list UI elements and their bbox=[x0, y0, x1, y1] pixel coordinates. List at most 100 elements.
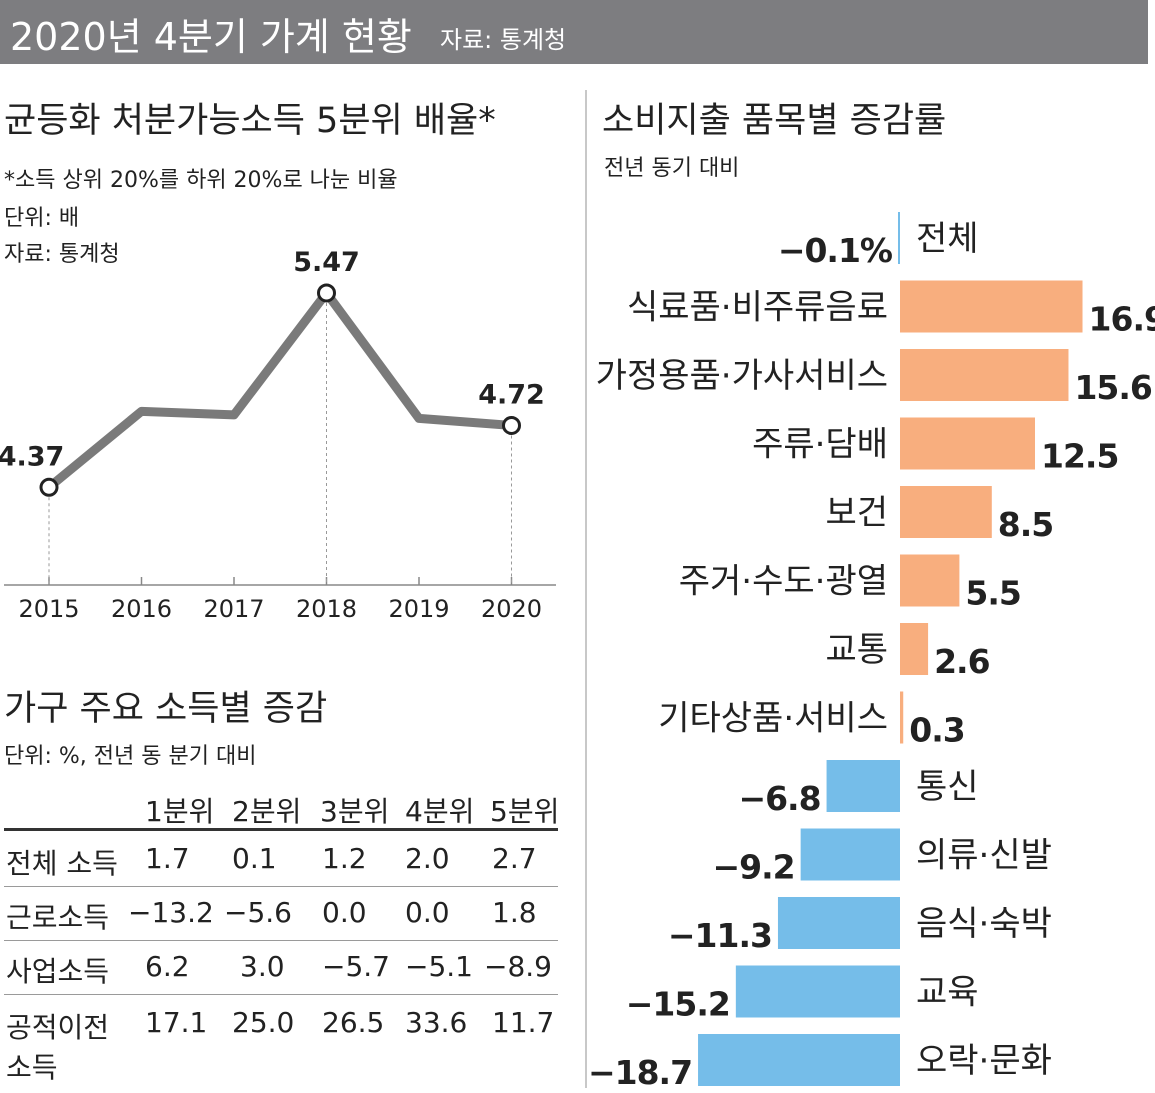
x-tick-label: 2020 bbox=[481, 595, 542, 623]
bar-chart: 전체 −0.1% 식료품·비주류음료 16.9 가정용품·가사서비스 15.6 주류·담배 1… bbox=[590, 212, 1155, 1090]
category-label: 의류·신발 bbox=[916, 836, 1052, 876]
line-chart-title: 균등화 처분가능소득 5분위 배율* bbox=[4, 101, 496, 141]
bar bbox=[900, 349, 1069, 401]
table-cell: 1.8 bbox=[492, 896, 537, 929]
line-chart-note: *소득 상위 20%를 하위 20%로 나눈 비율 bbox=[4, 168, 398, 193]
table-row-rule bbox=[4, 940, 558, 941]
category-label: 음식·숙박 bbox=[916, 904, 1052, 944]
table-row-label: 전체 소득 bbox=[6, 847, 118, 880]
x-tick-label: 2019 bbox=[388, 595, 449, 623]
table-row-label: 소득 bbox=[6, 1051, 58, 1084]
category-label: 교육 bbox=[916, 973, 979, 1013]
table-cell: −8.9 bbox=[484, 950, 552, 983]
value-label: −0.1% bbox=[778, 231, 893, 270]
category-label: 교통 bbox=[825, 630, 888, 670]
bar bbox=[826, 760, 900, 812]
category-label: 주거·수도·광열 bbox=[679, 562, 888, 602]
bar bbox=[735, 965, 900, 1018]
category-label: 기타상품·서비스 bbox=[658, 699, 888, 739]
value-label: 5.5 bbox=[965, 574, 1020, 613]
category-label: 통신 bbox=[916, 767, 979, 807]
category-label: 오락·문화 bbox=[916, 1041, 1052, 1081]
table-row-rule bbox=[4, 994, 558, 995]
bar bbox=[800, 828, 900, 881]
category-label: 주류·담배 bbox=[752, 425, 888, 465]
header-title: 2020년 4분기 가계 현황 bbox=[10, 15, 412, 59]
header-source: 자료: 통계청 bbox=[440, 26, 567, 54]
table-col-header: 1분위 bbox=[145, 795, 215, 828]
value-label: −15.2 bbox=[626, 985, 730, 1024]
value-label: 0.3 bbox=[909, 711, 964, 750]
data-label: 4.72 bbox=[478, 379, 545, 410]
x-tick-label: 2018 bbox=[296, 595, 357, 623]
value-label: 16.9 bbox=[1089, 300, 1155, 339]
value-label: 12.5 bbox=[1041, 437, 1118, 476]
table-cell: 1.7 bbox=[145, 842, 190, 875]
bar-chart-title: 소비지출 품목별 증감률 bbox=[602, 101, 947, 141]
table-cell: 0.0 bbox=[405, 896, 450, 929]
table-cell: 0.0 bbox=[322, 896, 367, 929]
table-cell: 25.0 bbox=[232, 1006, 295, 1039]
bar bbox=[900, 554, 960, 607]
value-label: −9.2 bbox=[713, 848, 795, 887]
table-cell: −5.6 bbox=[224, 896, 292, 929]
bar-chart-subtitle: 전년 동기 대비 bbox=[604, 156, 740, 181]
table-unit: 단위: %, 전년 동 분기 대비 bbox=[4, 744, 257, 769]
value-label: 15.6 bbox=[1074, 368, 1151, 407]
bar bbox=[900, 417, 1035, 470]
data-label: 4.37 bbox=[0, 441, 64, 472]
category-label: 가정용품·가사서비스 bbox=[596, 356, 888, 396]
table-cell: 2.0 bbox=[405, 842, 450, 875]
bar bbox=[777, 897, 900, 949]
line-chart-source: 자료: 통계청 bbox=[4, 242, 120, 267]
table-row-label: 공적이전 bbox=[6, 1011, 110, 1044]
table-row-label: 근로소득 bbox=[6, 901, 110, 934]
data-point-marker bbox=[502, 415, 521, 435]
value-label: 2.6 bbox=[934, 642, 989, 681]
table-header-rule bbox=[4, 828, 558, 831]
category-label: 식료품·비주류음료 bbox=[627, 288, 888, 328]
bar bbox=[900, 486, 992, 538]
value-label: −6.8 bbox=[738, 779, 820, 818]
table-cell: −13.2 bbox=[128, 896, 214, 929]
table-cell: 26.5 bbox=[322, 1006, 385, 1039]
table-col-header: 3분위 bbox=[320, 795, 390, 828]
income-table: 1분위 2분위 3분위 4분위 5분위 전체 소득 1.7 0.1 1.2 2.… bbox=[0, 780, 580, 1090]
value-label: −18.7 bbox=[590, 1053, 692, 1090]
table-cell: −5.7 bbox=[322, 950, 390, 983]
x-tick-label: 2016 bbox=[111, 595, 172, 623]
table-cell: 2.7 bbox=[492, 842, 537, 875]
table-row-label: 사업소득 bbox=[6, 955, 110, 988]
table-cell: −5.1 bbox=[405, 950, 473, 983]
data-point-marker bbox=[39, 477, 59, 497]
bar bbox=[898, 212, 900, 264]
table-cell: 6.2 bbox=[145, 950, 190, 983]
table-cell: 33.6 bbox=[405, 1006, 468, 1039]
table-row-rule bbox=[4, 886, 558, 887]
table-cell: 17.1 bbox=[145, 1006, 208, 1039]
bar bbox=[698, 1034, 900, 1086]
x-tick-label: 2015 bbox=[18, 595, 79, 623]
header-bar: 2020년 4분기 가계 현황 자료: 통계청 bbox=[0, 0, 1148, 64]
x-tick-label: 2017 bbox=[203, 595, 264, 623]
value-label: 8.5 bbox=[998, 505, 1053, 544]
series-line bbox=[46, 288, 512, 491]
bar bbox=[900, 623, 929, 675]
bar bbox=[900, 280, 1083, 333]
table-cell: 1.2 bbox=[322, 842, 367, 875]
table-col-header: 2분위 bbox=[232, 795, 302, 828]
table-cell: 0.1 bbox=[232, 842, 277, 875]
value-label: −11.3 bbox=[668, 916, 772, 955]
line-chart: 2015 2016 2017 2018 2019 2020 4.37 5.47 4.72 bbox=[0, 247, 556, 623]
table-title: 가구 주요 소득별 증감 bbox=[4, 689, 328, 729]
data-label: 5.47 bbox=[293, 247, 360, 278]
bar bbox=[900, 691, 904, 744]
category-label: 전체 bbox=[916, 219, 979, 259]
table-col-header: 5분위 bbox=[490, 795, 560, 828]
table-cell: 3.0 bbox=[240, 950, 285, 983]
line-chart-unit: 단위: 배 bbox=[4, 206, 80, 231]
table-cell: 11.7 bbox=[492, 1006, 555, 1039]
category-label: 보건 bbox=[825, 493, 888, 533]
data-point-marker bbox=[317, 283, 336, 303]
table-col-header: 4분위 bbox=[405, 795, 475, 828]
